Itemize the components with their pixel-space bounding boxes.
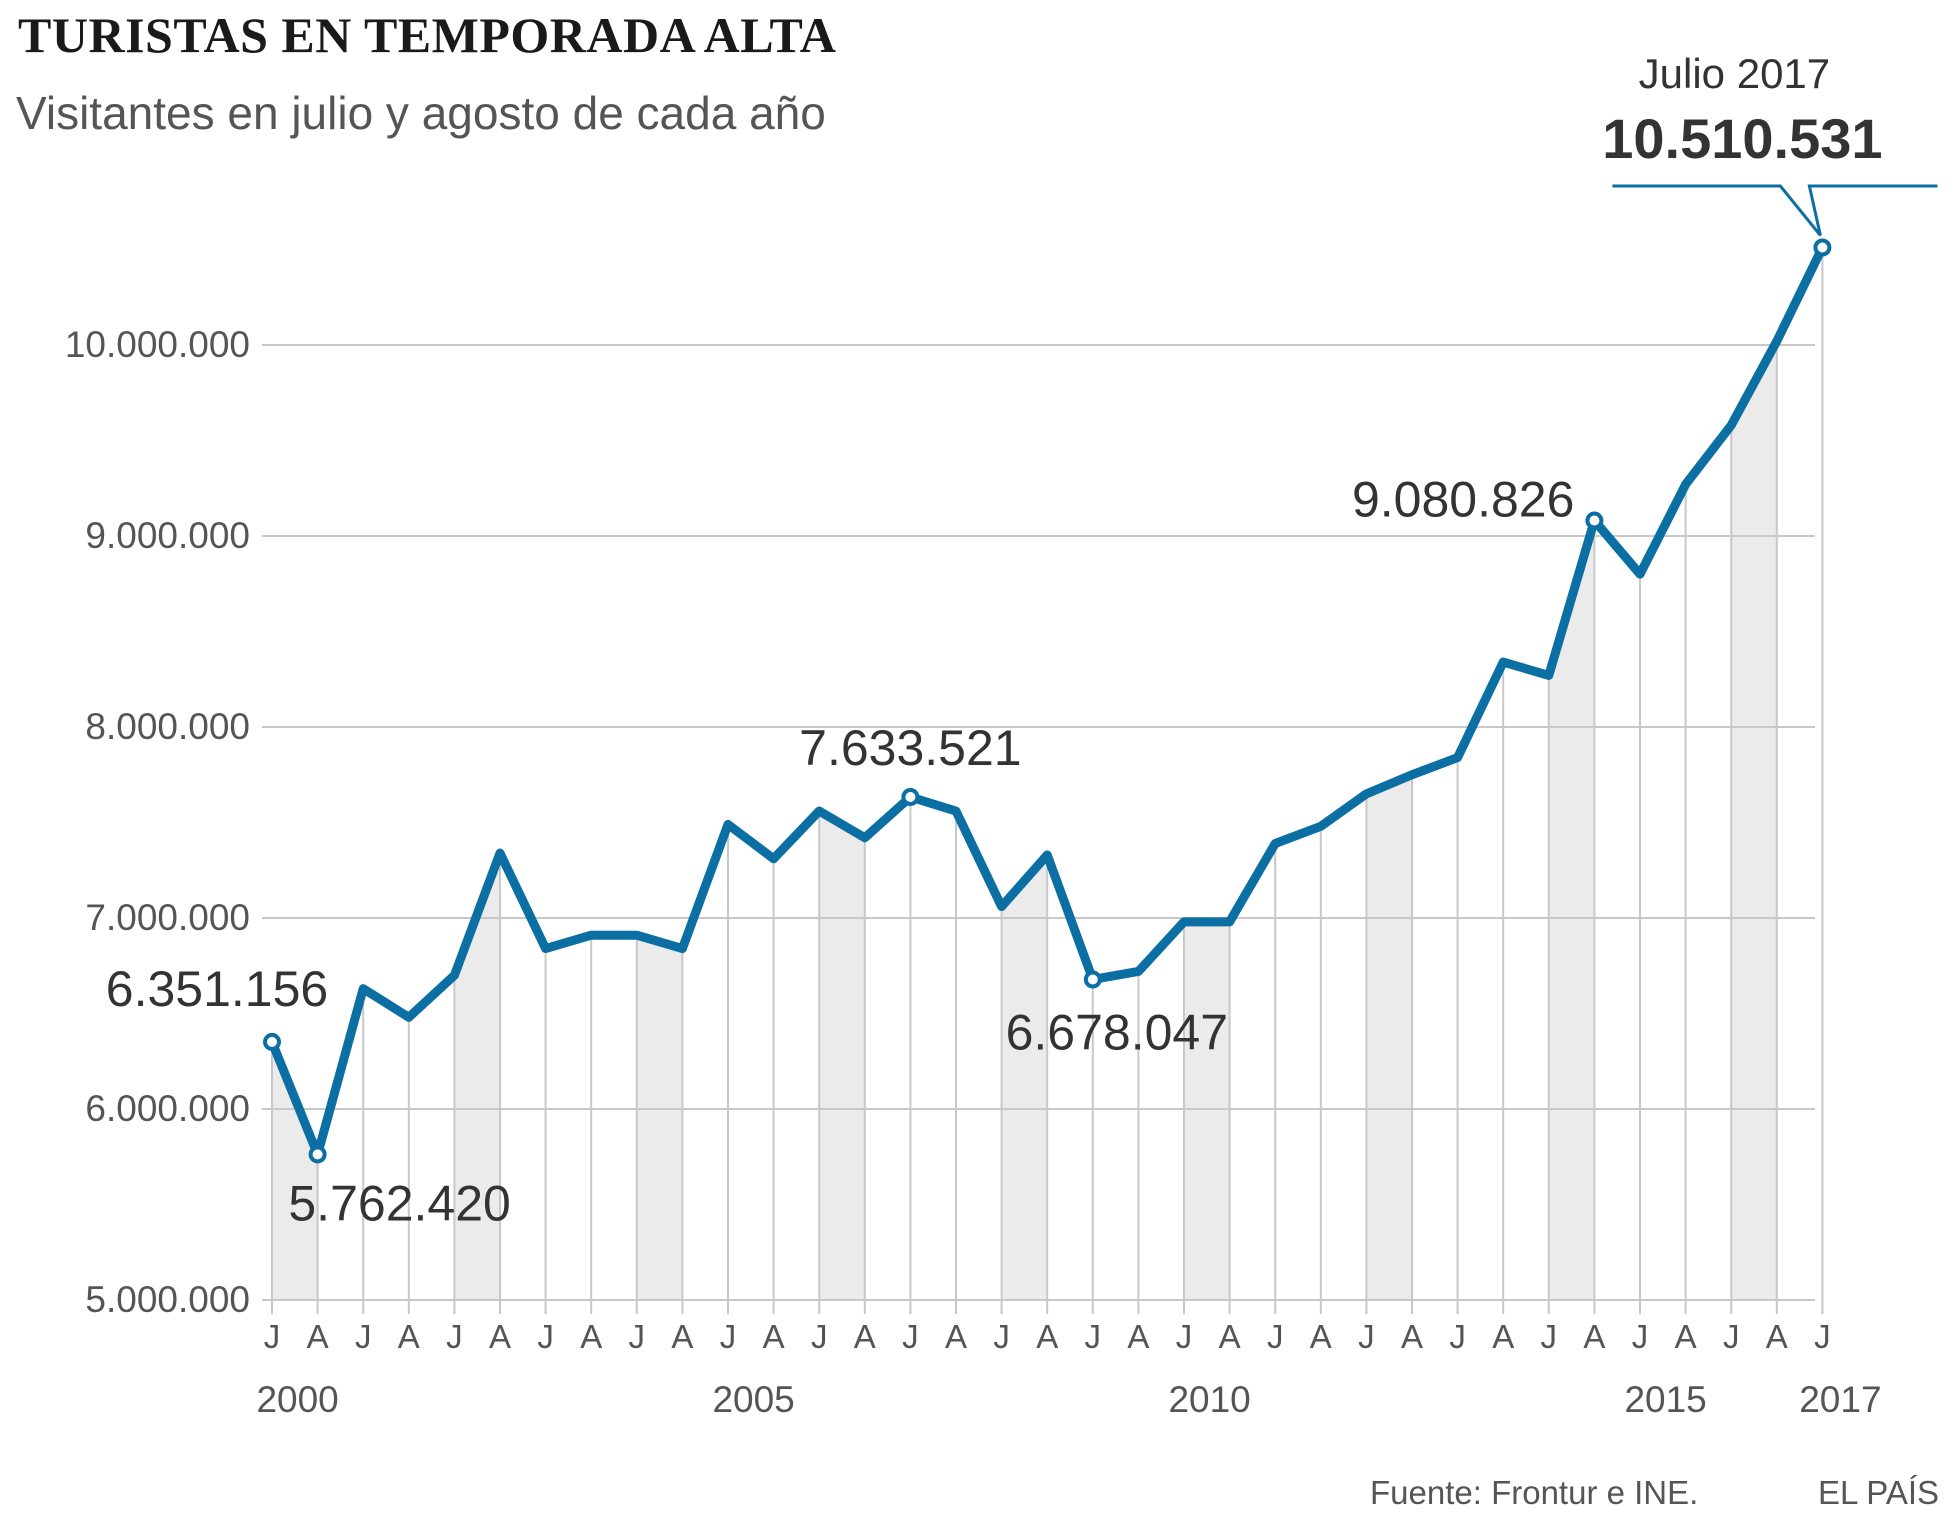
y-tick-label: 7.000.000 [85, 897, 250, 938]
y-tick-label: 10.000.000 [65, 324, 250, 365]
y-tick-label: 8.000.000 [85, 706, 250, 747]
chart-title: TURISTAS EN TEMPORADA ALTA [18, 7, 837, 63]
data-point-marker [901, 787, 920, 806]
x-tick-label: A [1036, 1318, 1058, 1355]
data-point-marker [308, 1145, 327, 1164]
data-point-marker [263, 1032, 281, 1051]
x-tick-label: J [1632, 1318, 1649, 1355]
x-tick-label: A [1492, 1318, 1514, 1355]
x-tick-label: J [1085, 1318, 1102, 1355]
x-tick-label: J [993, 1318, 1010, 1355]
bar-band [272, 1041, 318, 1300]
series-line [267, 242, 1827, 1159]
x-tick-label: A [307, 1318, 329, 1355]
bar-band [1001, 854, 1048, 1300]
x-tick-label: A [398, 1318, 420, 1355]
source-note: Fuente: Frontur e INE. [1370, 1474, 1699, 1511]
x-tick-label: A [1675, 1318, 1697, 1355]
x-tick-label: J [355, 1318, 372, 1355]
bar-band [1366, 774, 1412, 1300]
year-label: 2005 [712, 1379, 794, 1420]
x-tick-label: J [1723, 1318, 1740, 1355]
x-tick-label: A [1583, 1318, 1605, 1355]
x-tick-label: J [537, 1318, 554, 1355]
bar-band [819, 811, 865, 1300]
highlight-point-marker [1813, 238, 1832, 257]
x-tick-label: A [1401, 1318, 1423, 1355]
bar-band [454, 853, 500, 1300]
x-tick-label: J [1541, 1318, 1558, 1355]
x-tick-label: J [720, 1318, 737, 1355]
annotation-layer: 6.351.156 5.762.420 7.633.521 6.678.047 9.08… [106, 472, 1575, 1232]
highlight-value: 10.510.531 [1602, 107, 1882, 170]
y-tick-label: 9.000.000 [85, 515, 250, 556]
x-tick-label: A [945, 1318, 967, 1355]
x-tick-label: A [1310, 1318, 1332, 1355]
data-point-marker [1083, 970, 1102, 989]
year-label: 2010 [1168, 1379, 1250, 1420]
x-tick-label: A [489, 1318, 511, 1355]
bar-band [1731, 341, 1777, 1300]
highlight-callout: Julio 2017 10.510.531 [1602, 50, 1938, 237]
x-tick-label: J [629, 1318, 646, 1355]
highlight-period: Julio 2017 [1639, 50, 1830, 97]
data-label: 6.678.047 [1006, 1004, 1228, 1060]
grid-layer [262, 247, 1824, 1314]
x-tick-label: J [446, 1318, 463, 1355]
data-label: 7.633.521 [799, 720, 1021, 776]
bar-band [1184, 921, 1230, 1300]
x-tick-label: J [1267, 1318, 1284, 1355]
y-axis: 5.000.000 6.000.000 7.000.000 8.000.000 9.00… [65, 324, 250, 1320]
data-point-marker [1585, 511, 1604, 530]
year-label: 2017 [1799, 1379, 1881, 1420]
x-tick-label: J [1814, 1318, 1831, 1355]
year-label: 2000 [256, 1379, 338, 1420]
year-axis: 2000 2005 2010 2015 2017 [256, 1379, 1881, 1420]
x-tick-label: J [264, 1318, 281, 1355]
x-tick-label: J [1176, 1318, 1193, 1355]
point-layer [263, 238, 1832, 1164]
x-tick-label: J [1449, 1318, 1466, 1355]
x-tick-label: A [1219, 1318, 1241, 1355]
bar-band [1548, 520, 1595, 1300]
x-tick-label: J [1358, 1318, 1375, 1355]
x-tick-label: J [902, 1318, 919, 1355]
x-tick-label: A [1766, 1318, 1788, 1355]
x-tick-label: A [1127, 1318, 1149, 1355]
data-label: 5.762.420 [288, 1175, 510, 1231]
y-tick-label: 6.000.000 [85, 1088, 250, 1129]
x-tick-label: A [854, 1318, 876, 1355]
callout-line [1612, 184, 1938, 237]
x-tick-label: A [671, 1318, 693, 1355]
data-label: 9.080.826 [1352, 472, 1574, 528]
bar-band [636, 935, 683, 1300]
brand-label: EL PAÍS [1818, 1474, 1940, 1511]
chart-subtitle: Visitantes en julio y agosto de cada año [16, 87, 826, 139]
x-tick-label: A [580, 1318, 602, 1355]
x-tick-label: A [763, 1318, 785, 1355]
data-label: 6.351.156 [106, 961, 328, 1017]
y-tick-label: 5.000.000 [85, 1279, 250, 1320]
x-tick-label: J [811, 1318, 828, 1355]
year-label: 2015 [1624, 1379, 1706, 1420]
bar-layer [272, 341, 1777, 1300]
